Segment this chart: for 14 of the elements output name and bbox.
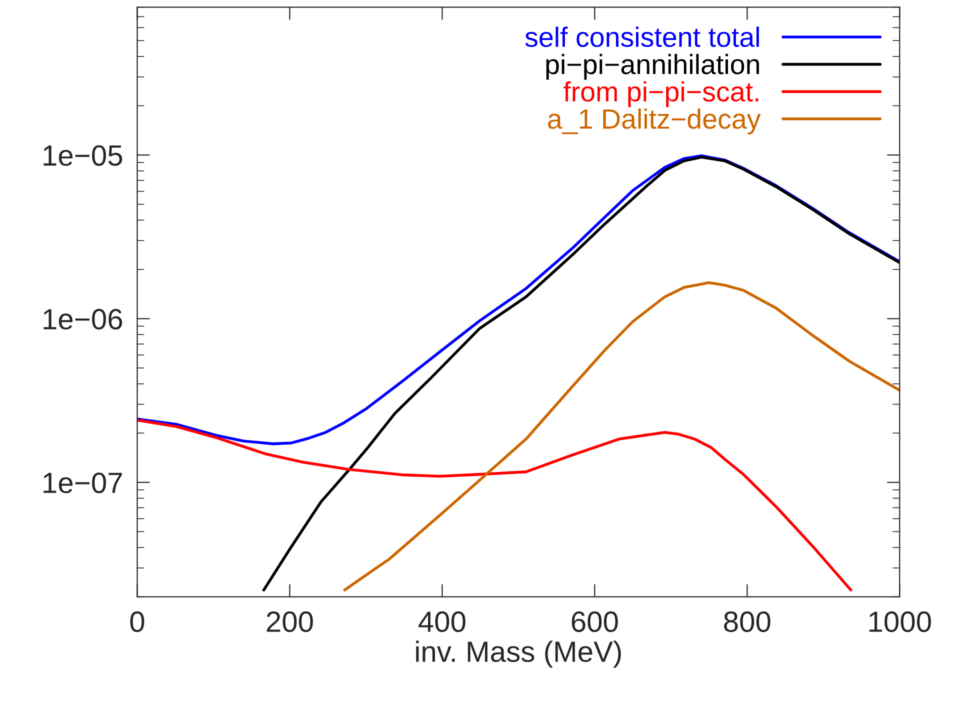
legend-label: from pi−pi−scat. xyxy=(564,81,758,108)
legend-label: a_1 Dalitz−decay xyxy=(548,108,761,134)
x-tick-label: 0 xyxy=(130,611,144,632)
x-tick-label: 600 xyxy=(572,611,618,632)
x-tick-label: 1000 xyxy=(869,611,931,632)
x-tick-label: 800 xyxy=(724,611,770,632)
x-tick-label: 400 xyxy=(418,611,466,632)
x-axis-title: inv. Mass (MeV) xyxy=(416,640,621,668)
legend-label: pi−pi−annihilation xyxy=(546,54,759,80)
y-tick-label: 1e−06 xyxy=(44,308,122,330)
y-tick-label: 1e−07 xyxy=(44,472,122,494)
x-tick-label: 200 xyxy=(266,611,313,632)
y-tick-label: 1e−05 xyxy=(44,145,122,166)
legend-label: self consistent total xyxy=(525,26,759,48)
